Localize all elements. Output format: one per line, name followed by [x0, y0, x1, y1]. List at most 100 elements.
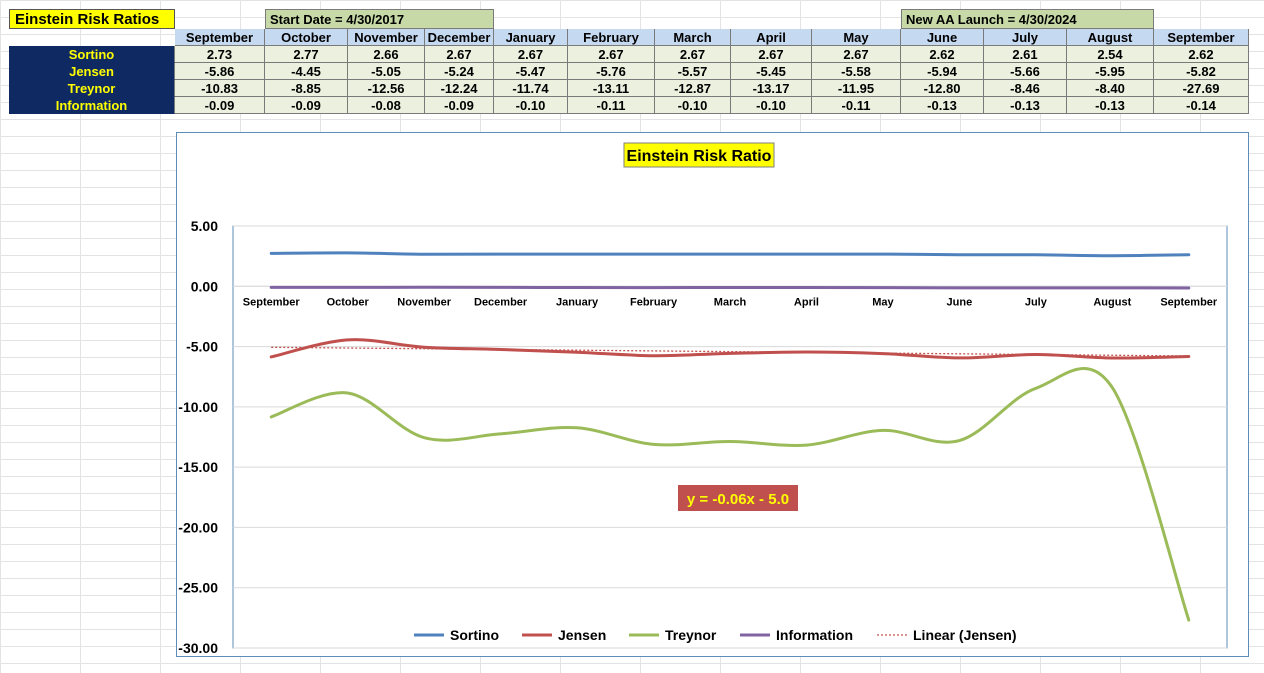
legend-label: Treynor [665, 627, 717, 643]
table-cell[interactable]: 2.67 [731, 46, 812, 63]
row-label[interactable]: Jensen [9, 63, 175, 80]
chart-area[interactable]: 5.00 0.00 -5.00 -10.00 -15.00 -20.00 -25.00 -30… [176, 132, 1249, 657]
table-cell[interactable]: -8.85 [265, 80, 348, 97]
table-cell[interactable]: -5.45 [731, 63, 812, 80]
table-cell[interactable]: -4.45 [265, 63, 348, 80]
series-line-sortino [269, 251, 1191, 258]
table-cell[interactable]: 2.61 [984, 46, 1067, 63]
x-tick-label: May [872, 296, 894, 308]
y-tick-label: -10.00 [178, 399, 218, 415]
month-header[interactable]: March [655, 29, 731, 46]
table-cell[interactable]: 2.77 [265, 46, 348, 63]
table-cell[interactable]: -5.86 [175, 63, 265, 80]
y-tick-label: -30.00 [178, 640, 218, 656]
month-header[interactable]: April [731, 29, 812, 46]
x-tick-label: January [556, 296, 599, 308]
row-label[interactable]: Sortino [9, 46, 175, 63]
table-cell[interactable]: 2.67 [425, 46, 494, 63]
y-tick-label: -5.00 [186, 339, 218, 355]
month-header[interactable]: July [984, 29, 1067, 46]
month-header[interactable]: December [425, 29, 494, 46]
y-tick-label: 0.00 [191, 278, 218, 294]
table-cell[interactable]: -5.58 [812, 63, 901, 80]
table-cell[interactable]: -12.56 [348, 80, 425, 97]
chart-title: Einstein Risk Ratio [627, 148, 772, 165]
table-cell[interactable]: -0.09 [425, 97, 494, 114]
table-cell[interactable]: -0.08 [348, 97, 425, 114]
x-tick-label: April [794, 296, 819, 308]
month-header[interactable]: September [1154, 29, 1249, 46]
line-chart: 5.00 0.00 -5.00 -10.00 -15.00 -20.00 -25.00 -30… [178, 142, 1228, 656]
series-line-jensen [269, 338, 1191, 360]
table-cell[interactable]: -0.13 [1067, 97, 1154, 114]
x-tick-label: August [1093, 296, 1131, 308]
x-tick-label: November [397, 296, 452, 308]
table-cell[interactable]: -0.10 [731, 97, 812, 114]
row-label[interactable]: Treynor [9, 80, 175, 97]
month-header[interactable]: January [494, 29, 568, 46]
x-tick-label: March [714, 296, 747, 308]
table-cell[interactable]: -11.74 [494, 80, 568, 97]
table-cell[interactable]: -5.82 [1154, 63, 1249, 80]
table-cell[interactable]: -5.57 [655, 63, 731, 80]
table-cell[interactable]: 2.54 [1067, 46, 1154, 63]
month-header[interactable]: June [901, 29, 984, 46]
x-tick-label: December [474, 296, 528, 308]
table-cell[interactable]: -13.17 [731, 80, 812, 97]
table-cell[interactable]: 2.62 [901, 46, 984, 63]
table-cell[interactable]: -5.24 [425, 63, 494, 80]
table-cell[interactable]: -0.14 [1154, 97, 1249, 114]
table-cell[interactable]: -5.05 [348, 63, 425, 80]
table-cell[interactable]: -12.87 [655, 80, 731, 97]
table-cell[interactable]: -0.09 [265, 97, 348, 114]
y-tick-label: -20.00 [178, 519, 218, 535]
series-line-treynor [269, 366, 1191, 622]
table-cell[interactable]: -5.95 [1067, 63, 1154, 80]
table-cell[interactable]: -10.83 [175, 80, 265, 97]
row-label[interactable]: Information [9, 97, 175, 114]
month-header[interactable]: August [1067, 29, 1154, 46]
table-cell[interactable]: -5.94 [901, 63, 984, 80]
month-header[interactable]: September [175, 29, 265, 46]
table-cell[interactable]: 2.67 [568, 46, 655, 63]
start-date-cell[interactable]: Start Date = 4/30/2017 [265, 9, 494, 29]
x-tick-label: July [1025, 296, 1048, 308]
legend-label: Linear (Jensen) [913, 627, 1016, 643]
table-cell[interactable]: -0.13 [984, 97, 1067, 114]
x-tick-label: October [327, 296, 370, 308]
table-cell[interactable]: -11.95 [812, 80, 901, 97]
table-cell[interactable]: -8.40 [1067, 80, 1154, 97]
table-cell[interactable]: -13.11 [568, 80, 655, 97]
table-cell[interactable]: 2.67 [812, 46, 901, 63]
table-cell[interactable]: -0.09 [175, 97, 265, 114]
table-cell[interactable]: -0.11 [812, 97, 901, 114]
table-cell[interactable]: -5.76 [568, 63, 655, 80]
table-cell[interactable]: 2.73 [175, 46, 265, 63]
table-cell[interactable]: 2.62 [1154, 46, 1249, 63]
table-cell[interactable]: -5.66 [984, 63, 1067, 80]
table-cell[interactable]: -0.11 [568, 97, 655, 114]
table-cell[interactable]: -0.10 [494, 97, 568, 114]
legend-label: Sortino [450, 627, 499, 643]
month-header[interactable]: October [265, 29, 348, 46]
table-cell[interactable]: 2.67 [494, 46, 568, 63]
table-cell[interactable]: -12.80 [901, 80, 984, 97]
table-cell[interactable]: -8.46 [984, 80, 1067, 97]
table-cell[interactable]: 2.66 [348, 46, 425, 63]
month-header[interactable]: May [812, 29, 901, 46]
month-header[interactable]: November [348, 29, 425, 46]
x-tick-label: June [947, 296, 973, 308]
sheet-title[interactable]: Einstein Risk Ratios [9, 9, 175, 29]
table-cell[interactable]: -12.24 [425, 80, 494, 97]
table-cell[interactable]: 2.67 [655, 46, 731, 63]
table-cell[interactable]: -0.10 [655, 97, 731, 114]
launch-date-cell[interactable]: New AA Launch = 4/30/2024 [901, 9, 1154, 29]
table-cell[interactable]: -0.13 [901, 97, 984, 114]
legend-label: Jensen [558, 627, 606, 643]
equation-box [678, 485, 798, 511]
month-header[interactable]: February [568, 29, 655, 46]
table-cell[interactable]: -5.47 [494, 63, 568, 80]
y-tick-label: -25.00 [178, 580, 218, 596]
legend-label: Information [776, 627, 853, 643]
table-cell[interactable]: -27.69 [1154, 80, 1249, 97]
